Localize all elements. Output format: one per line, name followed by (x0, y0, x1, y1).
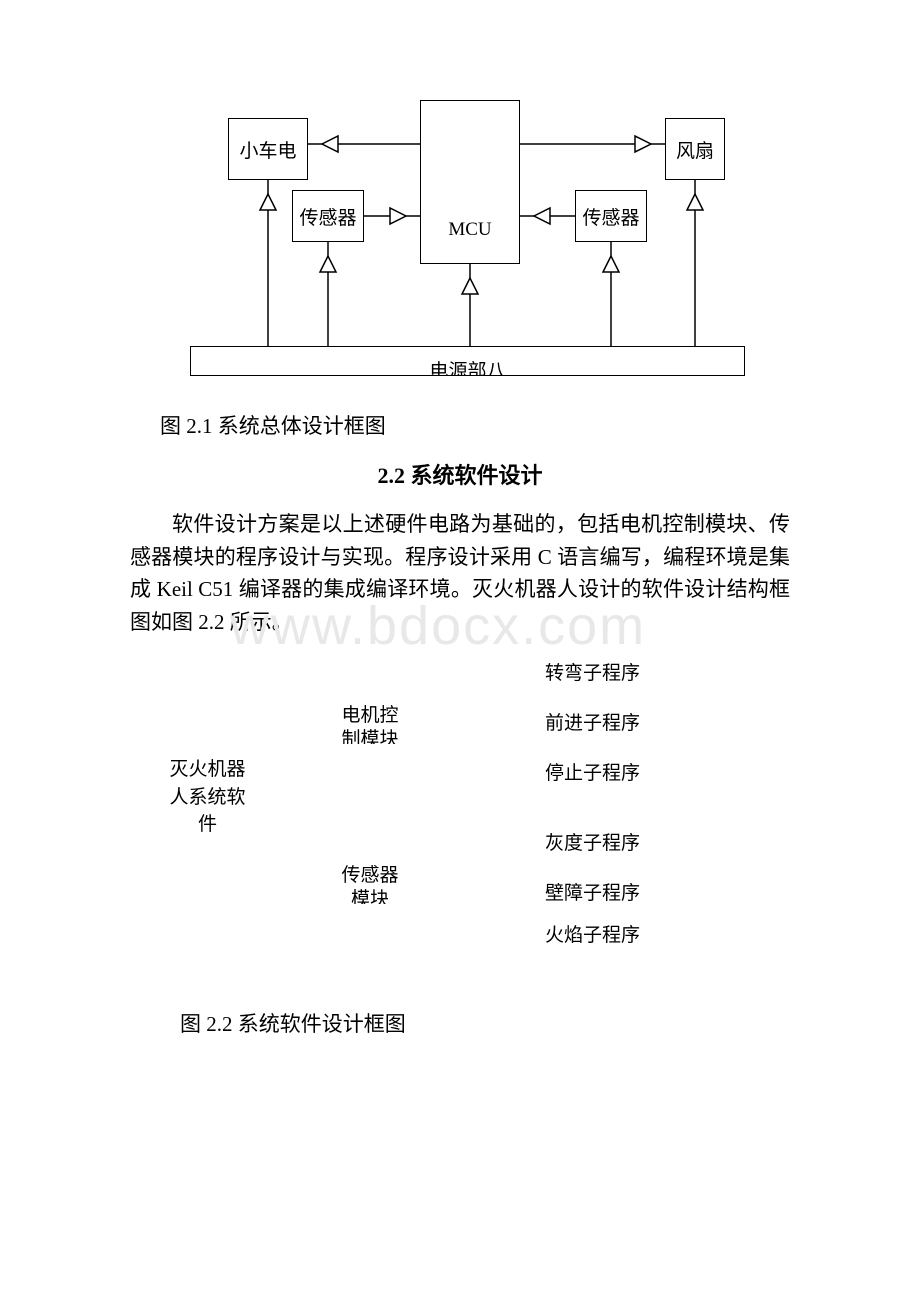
root-node: 灭火机器 人系统软 件 (160, 756, 255, 839)
section-2-2-paragraph: 软件设计方案是以上述硬件电路为基础的，包括电机控制模块、传感器模块的程序设计与实… (130, 508, 790, 638)
leaf-flame: 火焰子程序 (545, 920, 640, 947)
root-line2: 人系统软 (160, 784, 255, 812)
software-structure-diagram: 灭火机器 人系统软 件 电机控 制模块 传感器 模块 转弯子程序 前进子程序 停… (160, 658, 760, 978)
mid1-line1: 电机控 (330, 703, 410, 729)
root-line3: 件 (160, 811, 255, 839)
mid-node-sensor: 传感器 模块 (330, 863, 410, 904)
leaf-forward: 前进子程序 (545, 708, 640, 735)
figure-2-1-caption: 图 2.1 系统总体设计框图 (160, 410, 790, 440)
mid1-line2: 制模块 (330, 727, 410, 744)
system-block-diagram: MCU 小车电 风扇 传感器 传感器 电源部八 (190, 100, 730, 390)
mid-node-motor: 电机控 制模块 (330, 703, 410, 744)
diagram1-arrows (190, 100, 745, 380)
section-2-2-title: 2.2 系统软件设计 (130, 458, 790, 490)
leaf-gray: 灰度子程序 (545, 828, 640, 855)
mid2-line2: 模块 (330, 887, 410, 904)
figure-2-2-caption: 图 2.2 系统软件设计框图 (180, 1008, 790, 1038)
leaf-obstacle: 壁障子程序 (545, 878, 640, 905)
mid2-line1: 传感器 (330, 863, 410, 889)
leaf-stop: 停止子程序 (545, 758, 640, 785)
leaf-turn: 转弯子程序 (545, 658, 640, 685)
root-line1: 灭火机器 (160, 756, 255, 784)
